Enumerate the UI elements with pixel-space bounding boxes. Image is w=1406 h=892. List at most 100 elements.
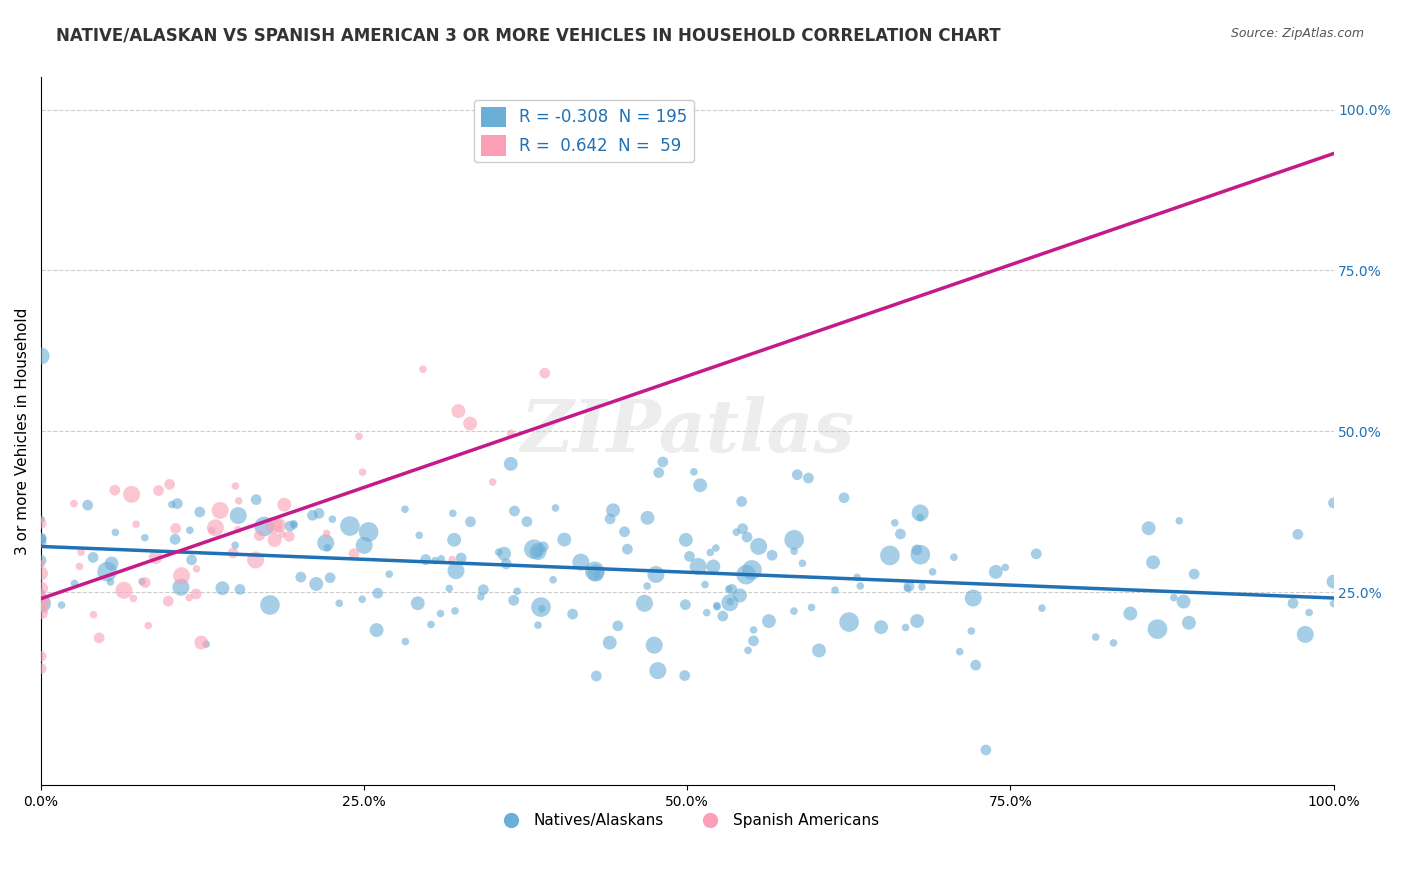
Point xyxy=(283,516,305,531)
Point xyxy=(503,504,526,518)
Point xyxy=(942,550,965,565)
Point xyxy=(602,503,624,517)
Point xyxy=(131,574,153,589)
Point xyxy=(1142,555,1164,569)
Point xyxy=(429,607,451,621)
Point xyxy=(1294,627,1316,641)
Point xyxy=(443,533,465,547)
Point xyxy=(30,349,52,363)
Point xyxy=(263,518,285,533)
Text: Source: ZipAtlas.com: Source: ZipAtlas.com xyxy=(1230,27,1364,40)
Point xyxy=(748,540,770,554)
Point xyxy=(1298,606,1320,620)
Point xyxy=(725,525,748,540)
Point xyxy=(30,531,52,545)
Point xyxy=(112,583,135,598)
Point xyxy=(908,506,931,520)
Point xyxy=(450,551,472,566)
Point xyxy=(1182,567,1205,582)
Point xyxy=(441,506,464,520)
Point xyxy=(544,500,567,515)
Point xyxy=(30,600,52,615)
Point xyxy=(704,541,727,555)
Point xyxy=(179,591,201,605)
Point xyxy=(702,559,724,574)
Point xyxy=(394,502,416,516)
Point xyxy=(797,471,820,485)
Text: ZIPatlas: ZIPatlas xyxy=(520,396,855,467)
Point xyxy=(209,503,232,517)
Point xyxy=(444,604,467,618)
Point xyxy=(648,466,671,480)
Point xyxy=(30,585,52,599)
Point xyxy=(1322,496,1344,510)
Point xyxy=(412,362,434,376)
Point xyxy=(228,493,250,508)
Point xyxy=(960,624,983,638)
Point xyxy=(675,533,697,547)
Point xyxy=(166,497,188,511)
Point xyxy=(488,545,510,559)
Point xyxy=(157,594,180,608)
Point xyxy=(717,582,740,596)
Point xyxy=(30,532,52,546)
Point xyxy=(367,586,389,600)
Point xyxy=(253,519,276,533)
Point xyxy=(647,664,669,678)
Point xyxy=(165,521,187,535)
Point xyxy=(316,541,339,555)
Point xyxy=(134,575,156,590)
Point xyxy=(423,554,446,568)
Point xyxy=(896,581,918,595)
Point xyxy=(905,542,928,557)
Point xyxy=(706,599,728,614)
Y-axis label: 3 or more Vehicles in Household: 3 or more Vehicles in Household xyxy=(15,308,30,555)
Point xyxy=(783,544,806,558)
Point xyxy=(688,559,710,574)
Point xyxy=(170,568,193,582)
Point xyxy=(226,523,249,537)
Point xyxy=(583,564,606,578)
Point xyxy=(838,615,860,629)
Point xyxy=(786,467,808,482)
Point xyxy=(104,483,127,498)
Point xyxy=(278,519,301,533)
Point xyxy=(204,521,226,535)
Point xyxy=(30,649,52,664)
Point xyxy=(100,557,122,571)
Point xyxy=(1163,591,1185,605)
Point xyxy=(730,494,752,508)
Point xyxy=(30,512,52,526)
Point xyxy=(30,599,52,614)
Point xyxy=(613,524,636,539)
Point xyxy=(761,548,783,562)
Point xyxy=(190,635,212,649)
Point xyxy=(741,563,763,577)
Point xyxy=(689,478,711,492)
Point xyxy=(30,582,52,596)
Point xyxy=(184,587,207,601)
Point xyxy=(1168,514,1191,528)
Text: NATIVE/ALASKAN VS SPANISH AMERICAN 3 OR MORE VEHICLES IN HOUSEHOLD CORRELATION C: NATIVE/ALASKAN VS SPANISH AMERICAN 3 OR … xyxy=(56,27,1001,45)
Point xyxy=(894,621,917,635)
Point xyxy=(30,557,52,571)
Point xyxy=(911,580,934,594)
Point xyxy=(527,544,550,558)
Point xyxy=(460,515,482,529)
Point xyxy=(406,596,429,610)
Point xyxy=(673,598,696,612)
Point xyxy=(259,598,281,612)
Point xyxy=(30,566,52,581)
Point xyxy=(278,529,301,543)
Point xyxy=(441,552,464,566)
Point xyxy=(718,595,741,609)
Point xyxy=(846,570,869,584)
Point xyxy=(1102,636,1125,650)
Point xyxy=(541,573,564,587)
Point xyxy=(415,552,437,566)
Point xyxy=(83,607,105,622)
Point xyxy=(343,547,366,561)
Point xyxy=(82,550,104,565)
Point xyxy=(321,512,343,526)
Point xyxy=(1322,597,1344,611)
